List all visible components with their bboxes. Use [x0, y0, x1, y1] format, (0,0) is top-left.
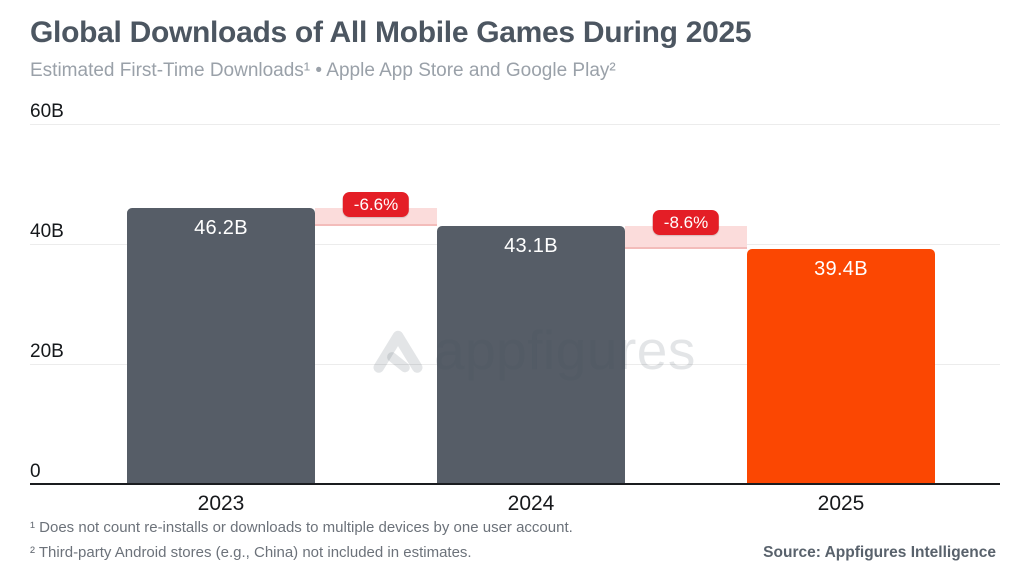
source-credit: Source: Appfigures Intelligence — [763, 544, 996, 561]
y-tick-label-20B: 20B — [30, 341, 64, 362]
y-tick-label-40B: 40B — [30, 221, 64, 242]
chart-title: Global Downloads of All Mobile Games Dur… — [30, 16, 752, 49]
footnote-1: ¹ Does not count re-installs or download… — [30, 519, 573, 536]
bar-value-label: 43.1B — [504, 235, 558, 258]
bar-value-label: 39.4B — [814, 257, 868, 280]
gridline-60B — [30, 124, 1000, 125]
x-tick-2024: 2024 — [507, 492, 555, 515]
bar-2025: 39.4B — [747, 248, 935, 485]
x-tick-2023: 2023 — [197, 492, 245, 515]
change-badge-2025: -8.6% — [652, 210, 720, 236]
change-badge-2024: -6.6% — [342, 191, 410, 217]
bar-value-label: 46.2B — [194, 216, 248, 239]
appfigures-logo-icon — [370, 322, 426, 378]
footnote-2: ² Third-party Android stores (e.g., Chin… — [30, 544, 472, 561]
y-tick-label-0: 0 — [30, 461, 41, 482]
bar-2023: 46.2B — [127, 207, 315, 485]
x-tick-2025: 2025 — [817, 492, 865, 515]
y-tick-label-60B: 60B — [30, 101, 64, 122]
x-axis-baseline — [30, 483, 1000, 485]
chart-subtitle: Estimated First-Time Downloads¹ • Apple … — [30, 60, 616, 81]
bar-2024: 43.1B — [437, 226, 625, 485]
